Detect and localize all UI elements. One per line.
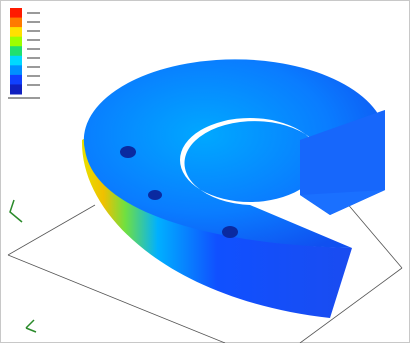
colorbar-swatch [10,18,22,28]
colorbar-swatch [10,84,22,94]
colorbar-swatch [10,75,22,85]
viewport [0,0,410,343]
colorbar-swatch [10,56,22,66]
colorbar-swatch [10,8,22,18]
colorbar-swatch [10,27,22,37]
colorbar-swatch [10,46,22,56]
colorbar [10,8,22,95]
colorbar-swatch [10,37,22,47]
colorbar-swatch [10,65,22,75]
